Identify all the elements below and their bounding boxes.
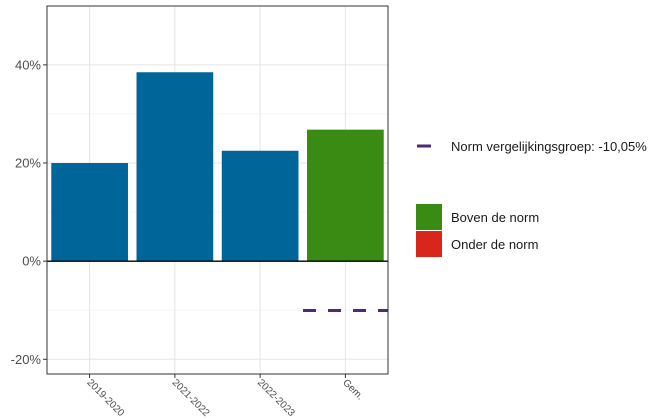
legend-below-label: Onder de norm [451, 237, 538, 252]
zero-and-norm-lines [47, 260, 388, 312]
y-tick-label: 20% [15, 156, 41, 171]
bar-2022-2023 [221, 150, 299, 262]
x-tick-label: 2022-2023 [255, 377, 297, 419]
y-tick-label: 40% [15, 57, 41, 72]
legend-above-key [416, 204, 442, 230]
x-tick-label: 2019-2020 [85, 377, 127, 419]
legend-norm-label: Norm vergelijkingsgroep: -10,05% [451, 139, 647, 154]
bar-gem [307, 129, 384, 262]
legend: Norm vergelijkingsgroep: -10,05% Boven d… [416, 139, 647, 257]
x-tick-label: 2021-2022 [170, 377, 212, 419]
panel-border [46, 5, 389, 375]
legend-above-label: Boven de norm [451, 210, 539, 225]
bar-2021-2022 [136, 72, 214, 262]
y-tick-label: -20% [11, 352, 42, 367]
legend-below-key [416, 231, 442, 257]
y-tick-label: 0% [22, 254, 41, 269]
bars [51, 72, 384, 262]
x-tick-label: Gem. [340, 377, 365, 402]
bar-2019-2020 [51, 163, 128, 262]
